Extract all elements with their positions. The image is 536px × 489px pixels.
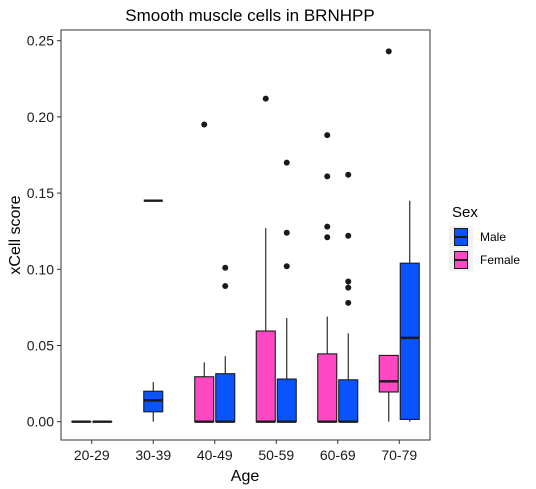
y-tick-label: 0.00 xyxy=(27,414,54,430)
box-female-50-59 xyxy=(255,95,276,423)
legend-title: Sex xyxy=(452,204,478,221)
box-female-60-69 xyxy=(317,132,338,423)
x-tick-label: 70-79 xyxy=(381,447,417,463)
box xyxy=(215,373,236,423)
box xyxy=(399,262,420,420)
chart-title: Smooth muscle cells in BRNHPP xyxy=(125,6,374,25)
outlier-point xyxy=(345,284,352,291)
outlier-point xyxy=(283,263,290,270)
x-tick-label: 60-69 xyxy=(320,447,356,463)
outlier-point xyxy=(385,48,392,55)
outlier-point xyxy=(345,171,352,178)
outlier-point xyxy=(324,223,331,230)
y-tick-label: 0.10 xyxy=(27,261,54,277)
box xyxy=(194,376,215,423)
y-tick-label: 0.25 xyxy=(27,33,54,49)
box xyxy=(378,354,399,393)
outlier-point xyxy=(345,232,352,239)
outlier-point xyxy=(262,95,269,102)
box-female-70-79 xyxy=(378,48,399,422)
outlier-point xyxy=(201,121,208,128)
legend-label-female: Female xyxy=(480,253,520,267)
y-axis-title: xCell score xyxy=(7,195,24,274)
x-axis: 20-29 30-39 40-49 50-59 60-69 70-79 xyxy=(74,440,417,463)
outlier-point xyxy=(345,278,352,285)
legend-label-male: Male xyxy=(480,230,506,244)
box-male-40-49 xyxy=(215,264,236,423)
box xyxy=(317,353,338,423)
plot-panel xyxy=(60,29,431,441)
outlier-point xyxy=(283,229,290,236)
y-tick-label: 0.05 xyxy=(27,338,54,354)
y-tick-label: 0.20 xyxy=(27,109,54,125)
x-tick-label: 30-39 xyxy=(135,447,171,463)
box-male-70-79 xyxy=(399,200,420,422)
x-axis-title: Age xyxy=(231,468,260,485)
outlier-point xyxy=(222,264,229,271)
box xyxy=(276,378,297,423)
box-male-50-59 xyxy=(276,159,297,423)
x-tick-label: 40-49 xyxy=(197,447,233,463)
legend: Sex Male Female xyxy=(449,204,520,271)
box-female-40-49 xyxy=(194,121,215,423)
y-tick-label: 0.15 xyxy=(27,185,54,201)
y-axis: 0.00 0.05 0.10 0.15 0.20 0.25 xyxy=(27,33,61,430)
x-tick-label: 50-59 xyxy=(258,447,294,463)
box-male-60-69 xyxy=(338,171,359,423)
x-tick-label: 20-29 xyxy=(74,447,110,463)
box xyxy=(338,379,359,423)
outlier-point xyxy=(324,132,331,139)
outlier-point xyxy=(324,234,331,241)
box xyxy=(255,330,276,423)
outlier-point xyxy=(324,173,331,180)
outlier-point xyxy=(345,299,352,306)
box-plots xyxy=(71,48,420,423)
box-male-30-39 xyxy=(143,382,164,422)
outlier-point xyxy=(283,159,290,166)
outlier-point xyxy=(222,283,229,290)
